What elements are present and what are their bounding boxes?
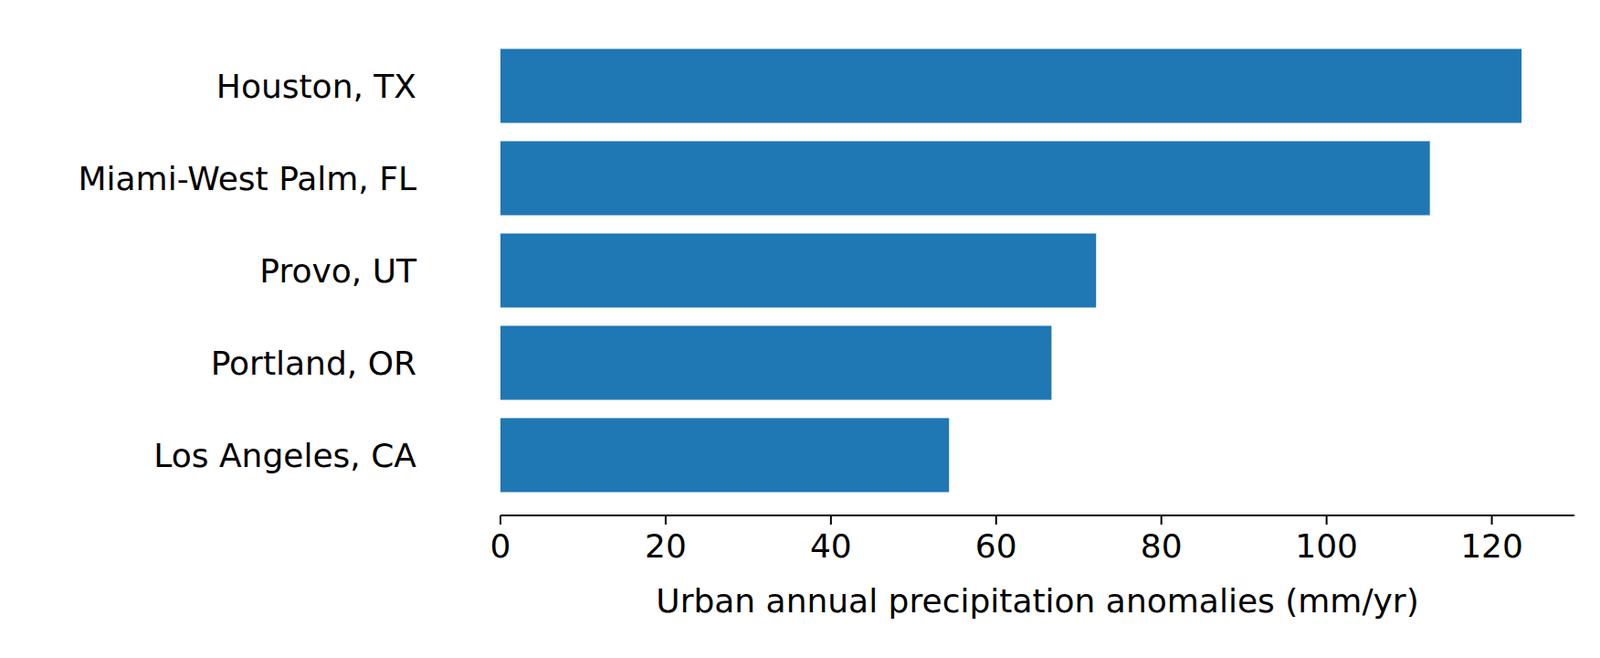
x-tick [664, 515, 667, 525]
x-tick-label: 120 [1460, 526, 1524, 565]
bar [500, 233, 1096, 308]
category-label: Portland, OR [210, 344, 417, 382]
x-tick [995, 515, 998, 525]
x-axis-line [500, 514, 1575, 516]
x-tick [1491, 515, 1494, 525]
x-tick [830, 515, 832, 525]
category-label: Provo, UT [259, 252, 418, 290]
x-axis-label: Urban annual precipitation anomalies (mm… [655, 581, 1419, 620]
x-tick [1160, 515, 1163, 525]
x-tick [1326, 515, 1328, 525]
x-tick-label: 60 [975, 526, 1018, 565]
category-label: Houston, TX [216, 67, 417, 106]
x-tick-label: 20 [644, 526, 687, 565]
bar [500, 49, 1522, 124]
x-tick-label: 100 [1294, 526, 1358, 565]
category-label: Miami-West Palm, FL [77, 159, 417, 198]
x-tick [499, 515, 502, 525]
bar [500, 326, 1052, 400]
x-tick-label: 0 [490, 526, 512, 565]
category-label: Los Angeles, CA [153, 436, 417, 474]
bars [500, 49, 1522, 493]
chart: Houston, TX Miami-West Palm, FL Provo, UT P… [0, 0, 1600, 658]
bar [500, 418, 949, 493]
bar [500, 141, 1431, 216]
x-tick-label: 40 [810, 526, 853, 565]
x-tick-label: 80 [1140, 526, 1183, 565]
